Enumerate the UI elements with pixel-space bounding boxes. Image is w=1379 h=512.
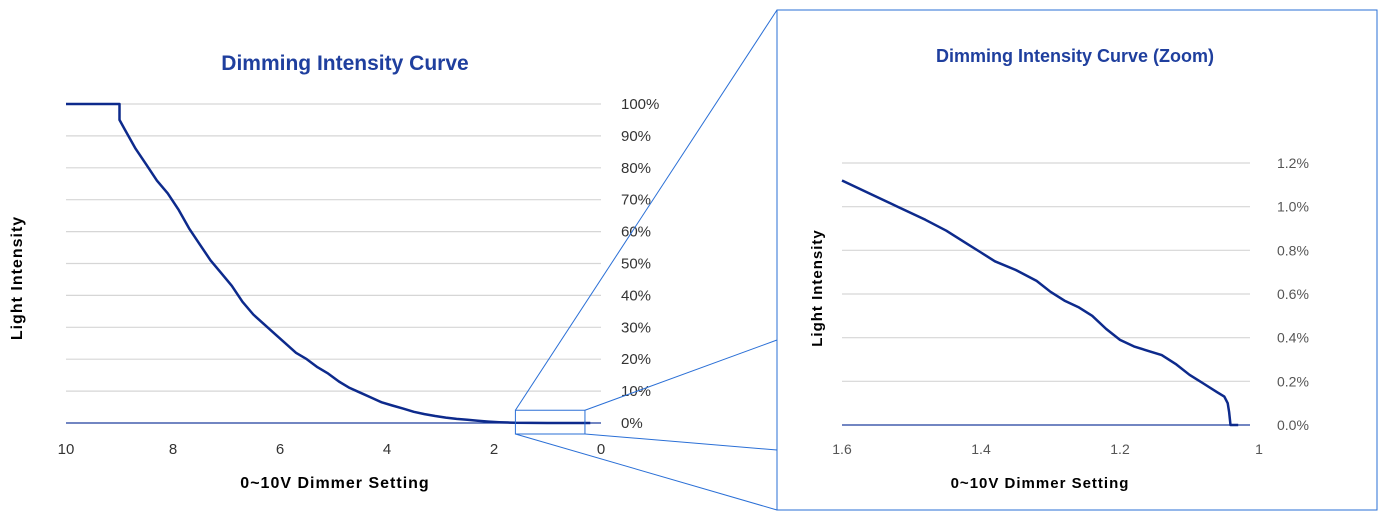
zoom-chart-frame xyxy=(776,9,1378,511)
main-chart-y-tick-label: 0% xyxy=(621,415,643,432)
zoom-chart: Dimming Intensity Curve (Zoom) 0.0%0.2%0… xyxy=(776,9,1378,511)
main-chart-y-tick-label: 100% xyxy=(621,96,659,113)
main-chart-title: Dimming Intensity Curve xyxy=(221,52,468,75)
zoom-chart-y-tick-label: 1.2% xyxy=(1277,155,1309,171)
zoom-chart-y-tick-label: 0.4% xyxy=(1277,330,1309,346)
zoom-chart-y-tick-label: 1.0% xyxy=(1277,199,1309,215)
zoom-chart-x-axis-label: 0~10V Dimmer Setting xyxy=(951,475,1130,492)
zoom-connector-lines xyxy=(514,9,778,511)
main-chart-x-axis-label: 0~10V Dimmer Setting xyxy=(240,475,429,492)
zoom-chart-y-tick-label: 0.6% xyxy=(1277,286,1309,302)
main-chart-x-tick-label: 0 xyxy=(597,441,605,458)
main-chart-x-tick-label: 10 xyxy=(58,441,75,458)
zoom-chart-x-tick-label: 1.4 xyxy=(971,441,991,457)
zoom-chart-x-tick-label: 1 xyxy=(1255,441,1263,457)
zoom-connector-line xyxy=(584,339,778,411)
zoom-connector-line xyxy=(584,433,778,451)
zoom-chart-y-tick-label: 0.8% xyxy=(1277,242,1309,258)
zoom-chart-title: Dimming Intensity Curve (Zoom) xyxy=(936,46,1214,66)
main-chart-y-tick-label: 30% xyxy=(621,319,651,336)
zoom-chart-y-axis-label: Light Intensity xyxy=(809,229,826,347)
main-chart: Dimming Intensity Curve 0%10%20%30%40%50… xyxy=(9,52,659,492)
zoom-region-box xyxy=(514,409,586,435)
zoom-connector-line xyxy=(514,9,778,411)
main-chart-x-tick-label: 4 xyxy=(383,441,391,458)
main-chart-series-line xyxy=(66,102,591,425)
zoom-chart-y-ticks: 0.0% 0.2% 0.4% 0.6% 0.8% 1.0% 1.2% xyxy=(1277,155,1309,433)
main-chart-y-axis-label: Light Intensity xyxy=(9,216,26,340)
main-chart-x-ticks: 10 8 6 4 2 0 xyxy=(58,441,606,458)
zoom-chart-x-tick-label: 1.2 xyxy=(1110,441,1130,457)
main-chart-y-tick-label: 70% xyxy=(621,192,651,209)
zoom-chart-gridlines xyxy=(842,162,1250,426)
main-chart-y-tick-label: 40% xyxy=(621,287,651,304)
zoom-chart-y-tick-label: 0.0% xyxy=(1277,417,1309,433)
main-chart-y-ticks: 0%10%20%30%40%50%60%70%80%90%100% xyxy=(621,96,659,432)
main-chart-y-tick-label: 90% xyxy=(621,128,651,145)
zoom-chart-x-tick-label: 1.6 xyxy=(832,441,852,457)
main-chart-x-tick-label: 8 xyxy=(169,441,177,458)
main-chart-x-tick-label: 2 xyxy=(490,441,498,458)
main-chart-y-tick-label: 20% xyxy=(621,351,651,368)
main-chart-x-tick-label: 6 xyxy=(276,441,284,458)
zoom-chart-x-ticks: 1.6 1.4 1.2 1 xyxy=(832,441,1263,457)
zoom-chart-y-tick-label: 0.2% xyxy=(1277,373,1309,389)
main-chart-y-tick-label: 50% xyxy=(621,256,651,273)
zoom-chart-series-line xyxy=(841,179,1239,427)
main-chart-gridlines xyxy=(66,103,601,424)
zoom-connector-line xyxy=(515,433,778,511)
main-chart-y-tick-label: 80% xyxy=(621,160,651,177)
